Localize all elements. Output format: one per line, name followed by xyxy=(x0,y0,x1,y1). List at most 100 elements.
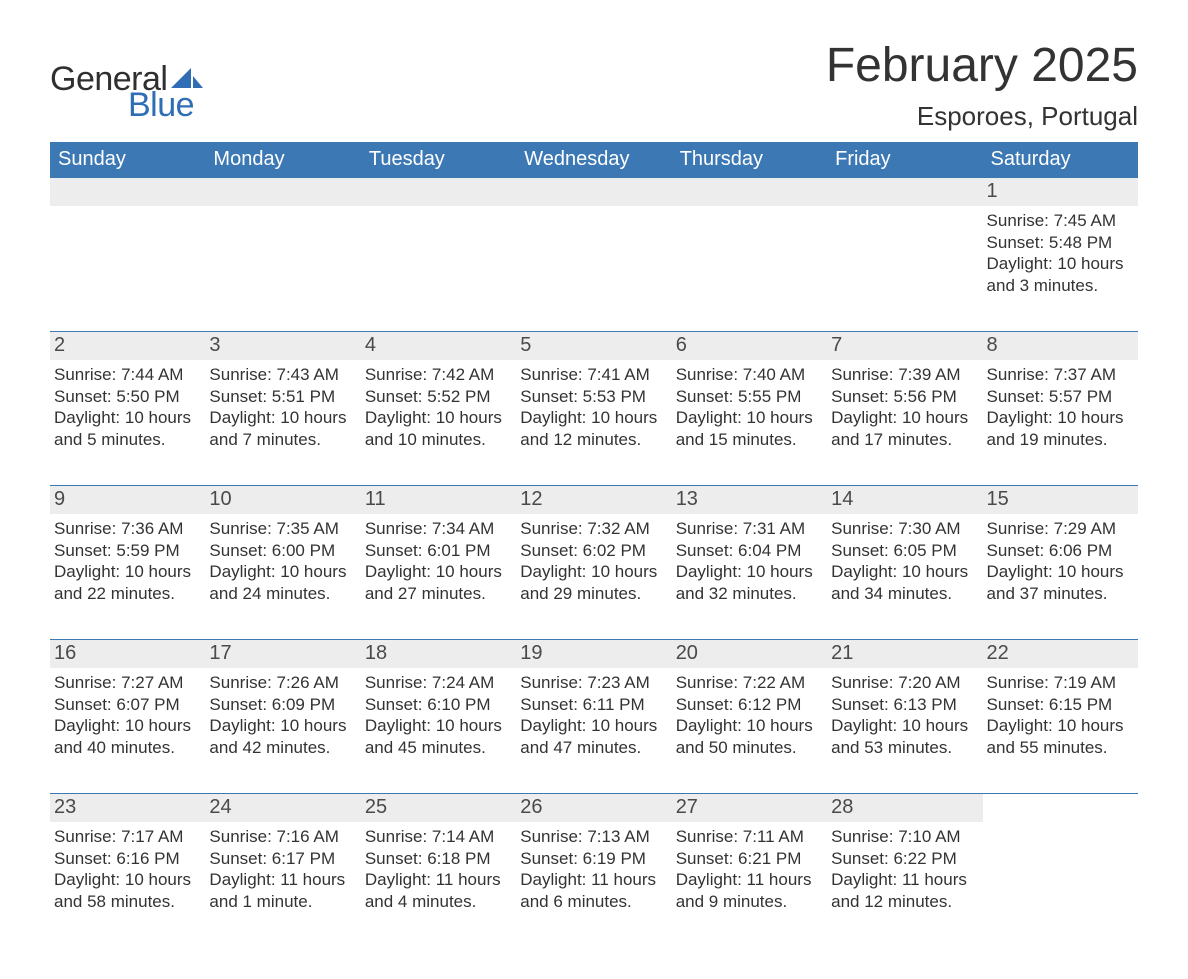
day-number: 28 xyxy=(827,794,982,822)
day-cell: 18 Sunrise: 7:24 AMSunset: 6:10 PMDayligh… xyxy=(361,640,516,765)
day-number: 27 xyxy=(672,794,827,822)
day-cell: 26 Sunrise: 7:13 AMSunset: 6:19 PMDayligh… xyxy=(516,794,671,919)
day-number: 19 xyxy=(516,640,671,668)
weekday-header: Tuesday xyxy=(361,142,516,178)
day-details: Sunrise: 7:29 AMSunset: 6:06 PMDaylight:… xyxy=(987,518,1132,605)
day-cell-empty xyxy=(50,178,205,303)
day-cell: 21Sunrise: 7:20 AMSunset: 6:13 PMDayligh… xyxy=(827,640,982,765)
day-number: 15 xyxy=(983,486,1138,514)
day-details: Sunrise: 7:26 AMSunset: 6:09 PMDaylight:… xyxy=(209,672,354,759)
day-cell: 10 Sunrise: 7:35 AMSunset: 6:00 PMDayligh… xyxy=(205,486,360,611)
day-cell: 17 Sunrise: 7:26 AMSunset: 6:09 PMDayligh… xyxy=(205,640,360,765)
day-cell: 24 Sunrise: 7:16 AMSunset: 6:17 PMDayligh… xyxy=(205,794,360,919)
day-number: 7 xyxy=(827,332,982,360)
day-details: Sunrise: 7:35 AMSunset: 6:00 PMDaylight:… xyxy=(209,518,354,605)
day-cell: 4 Sunrise: 7:42 AMSunset: 5:52 PMDaylight… xyxy=(361,332,516,457)
day-cell-empty xyxy=(983,794,1138,919)
day-number: 12 xyxy=(516,486,671,514)
calendar-grid: SundayMondayTuesdayWednesdayThursdayFrid… xyxy=(50,142,1138,919)
day-details: Sunrise: 7:37 AMSunset: 5:57 PMDaylight:… xyxy=(987,364,1132,451)
day-cell: 25 Sunrise: 7:14 AMSunset: 6:18 PMDayligh… xyxy=(361,794,516,919)
week-row: 23Sunrise: 7:17 AMSunset: 6:16 PMDayligh… xyxy=(50,793,1138,919)
location-label: Esporoes, Portugal xyxy=(826,101,1138,132)
day-details: Sunrise: 7:16 AMSunset: 6:17 PMDaylight:… xyxy=(209,826,354,913)
week-row: 1Sunrise: 7:45 AMSunset: 5:48 PMDaylight… xyxy=(50,178,1138,303)
week-row: 2 Sunrise: 7:44 AMSunset: 5:50 PMDaylight… xyxy=(50,331,1138,457)
day-number: 17 xyxy=(205,640,360,668)
day-number: 8 xyxy=(983,332,1138,360)
day-cell: 27 Sunrise: 7:11 AMSunset: 6:21 PMDayligh… xyxy=(672,794,827,919)
day-cell: 15 Sunrise: 7:29 AMSunset: 6:06 PMDayligh… xyxy=(983,486,1138,611)
day-number: 1 xyxy=(983,178,1138,206)
weekday-header: Wednesday xyxy=(516,142,671,178)
day-cell: 12 Sunrise: 7:32 AMSunset: 6:02 PMDayligh… xyxy=(516,486,671,611)
day-number: 5 xyxy=(516,332,671,360)
day-number: 16 xyxy=(50,640,205,668)
day-details: Sunrise: 7:41 AMSunset: 5:53 PMDaylight:… xyxy=(520,364,665,451)
day-number: 21 xyxy=(827,640,982,668)
day-cell: 23Sunrise: 7:17 AMSunset: 6:16 PMDayligh… xyxy=(50,794,205,919)
day-cell: 7Sunrise: 7:39 AMSunset: 5:56 PMDaylight… xyxy=(827,332,982,457)
day-number: 10 xyxy=(205,486,360,514)
logo-word-blue: Blue xyxy=(128,88,203,122)
day-number: 26 xyxy=(516,794,671,822)
day-details: Sunrise: 7:44 AMSunset: 5:50 PMDaylight:… xyxy=(54,364,199,451)
day-number: 13 xyxy=(672,486,827,514)
day-number: 18 xyxy=(361,640,516,668)
weekday-header: Saturday xyxy=(983,142,1138,178)
day-details: Sunrise: 7:34 AMSunset: 6:01 PMDaylight:… xyxy=(365,518,510,605)
day-cell: 3Sunrise: 7:43 AMSunset: 5:51 PMDaylight… xyxy=(205,332,360,457)
day-details: Sunrise: 7:13 AMSunset: 6:19 PMDaylight:… xyxy=(520,826,665,913)
day-details: Sunrise: 7:42 AMSunset: 5:52 PMDaylight:… xyxy=(365,364,510,451)
day-details: Sunrise: 7:40 AMSunset: 5:55 PMDaylight:… xyxy=(676,364,821,451)
day-cell: 19 Sunrise: 7:23 AMSunset: 6:11 PMDayligh… xyxy=(516,640,671,765)
day-cell: 8 Sunrise: 7:37 AMSunset: 5:57 PMDaylight… xyxy=(983,332,1138,457)
day-number: 23 xyxy=(50,794,205,822)
day-number: 24 xyxy=(205,794,360,822)
day-cell-empty xyxy=(827,178,982,303)
day-number xyxy=(205,178,360,206)
day-number xyxy=(827,178,982,206)
weeks-container: 1Sunrise: 7:45 AMSunset: 5:48 PMDaylight… xyxy=(50,178,1138,919)
day-cell: 2 Sunrise: 7:44 AMSunset: 5:50 PMDaylight… xyxy=(50,332,205,457)
day-cell-empty xyxy=(516,178,671,303)
day-details: Sunrise: 7:27 AMSunset: 6:07 PMDaylight:… xyxy=(54,672,199,759)
day-cell: 22Sunrise: 7:19 AMSunset: 6:15 PMDayligh… xyxy=(983,640,1138,765)
day-cell: 11 Sunrise: 7:34 AMSunset: 6:01 PMDayligh… xyxy=(361,486,516,611)
day-number xyxy=(50,178,205,206)
month-title: February 2025 xyxy=(826,40,1138,93)
day-number: 11 xyxy=(361,486,516,514)
day-number: 22 xyxy=(983,640,1138,668)
day-cell: 14Sunrise: 7:30 AMSunset: 6:05 PMDayligh… xyxy=(827,486,982,611)
day-number: 6 xyxy=(672,332,827,360)
day-cell: 1Sunrise: 7:45 AMSunset: 5:48 PMDaylight… xyxy=(983,178,1138,303)
weekday-header: Monday xyxy=(205,142,360,178)
day-details: Sunrise: 7:24 AMSunset: 6:10 PMDaylight:… xyxy=(365,672,510,759)
header: General Blue February 2025 Esporoes, Por… xyxy=(50,40,1138,132)
day-cell: 28 Sunrise: 7:10 AMSunset: 6:22 PMDayligh… xyxy=(827,794,982,919)
day-number xyxy=(361,178,516,206)
day-details: Sunrise: 7:14 AMSunset: 6:18 PMDaylight:… xyxy=(365,826,510,913)
weekday-header: Thursday xyxy=(672,142,827,178)
day-number: 4 xyxy=(361,332,516,360)
day-number: 3 xyxy=(205,332,360,360)
day-cell-empty xyxy=(205,178,360,303)
day-details: Sunrise: 7:23 AMSunset: 6:11 PMDaylight:… xyxy=(520,672,665,759)
day-details: Sunrise: 7:11 AMSunset: 6:21 PMDaylight:… xyxy=(676,826,821,913)
calendar-page: General Blue February 2025 Esporoes, Por… xyxy=(0,0,1188,979)
day-details: Sunrise: 7:36 AMSunset: 5:59 PMDaylight:… xyxy=(54,518,199,605)
day-number xyxy=(516,178,671,206)
day-cell: 6 Sunrise: 7:40 AMSunset: 5:55 PMDaylight… xyxy=(672,332,827,457)
day-cell: 16 Sunrise: 7:27 AMSunset: 6:07 PMDayligh… xyxy=(50,640,205,765)
day-number: 25 xyxy=(361,794,516,822)
day-details: Sunrise: 7:10 AMSunset: 6:22 PMDaylight:… xyxy=(831,826,976,913)
day-details: Sunrise: 7:31 AMSunset: 6:04 PMDaylight:… xyxy=(676,518,821,605)
day-details: Sunrise: 7:22 AMSunset: 6:12 PMDaylight:… xyxy=(676,672,821,759)
day-cell: 5 Sunrise: 7:41 AMSunset: 5:53 PMDaylight… xyxy=(516,332,671,457)
day-details: Sunrise: 7:32 AMSunset: 6:02 PMDaylight:… xyxy=(520,518,665,605)
day-cell-empty xyxy=(672,178,827,303)
day-number: 2 xyxy=(50,332,205,360)
day-number xyxy=(672,178,827,206)
day-cell: 9Sunrise: 7:36 AMSunset: 5:59 PMDaylight… xyxy=(50,486,205,611)
week-row: 16 Sunrise: 7:27 AMSunset: 6:07 PMDayligh… xyxy=(50,639,1138,765)
